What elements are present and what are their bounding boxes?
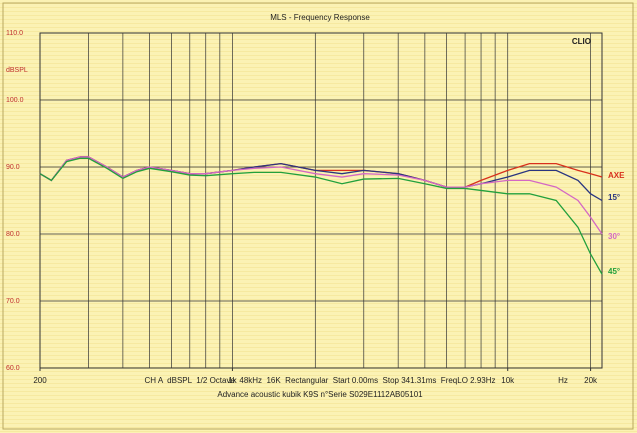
x-axis-label: Hz (558, 376, 568, 385)
x-tick-label: 1k (228, 376, 237, 385)
legend-label: 15° (608, 193, 620, 202)
y-tick-label: 70.0 (6, 298, 20, 305)
y-tick-label: 110.0 (6, 30, 23, 37)
legend-label: AXE (608, 171, 625, 180)
brand: CLIO (572, 37, 591, 46)
legend-label: 45° (608, 267, 620, 276)
plot-area (39, 32, 603, 369)
x-tick-label: 200 (33, 376, 47, 385)
y-tick-label: 90.0 (6, 164, 20, 171)
x-tick-label: 20k (584, 376, 598, 385)
settings-line: CH A dBSPL 1/2 Octave 48kHz 16K Rectangu… (145, 376, 496, 385)
y-tick-label: 80.0 (6, 231, 20, 238)
y-axis-label: dBSPL (6, 67, 28, 74)
chart-title: MLS - Frequency Response (270, 13, 370, 22)
series-line (39, 156, 603, 235)
y-tick-label: 100.0 (6, 97, 24, 104)
caption: Advance acoustic kubik K9S n°Serie S029E… (217, 390, 423, 399)
x-tick-label: 10k (501, 376, 515, 385)
legend-label: 30° (608, 232, 620, 241)
y-tick-label: 60.0 (6, 365, 20, 372)
series-line (39, 156, 603, 188)
series-line (39, 157, 603, 275)
